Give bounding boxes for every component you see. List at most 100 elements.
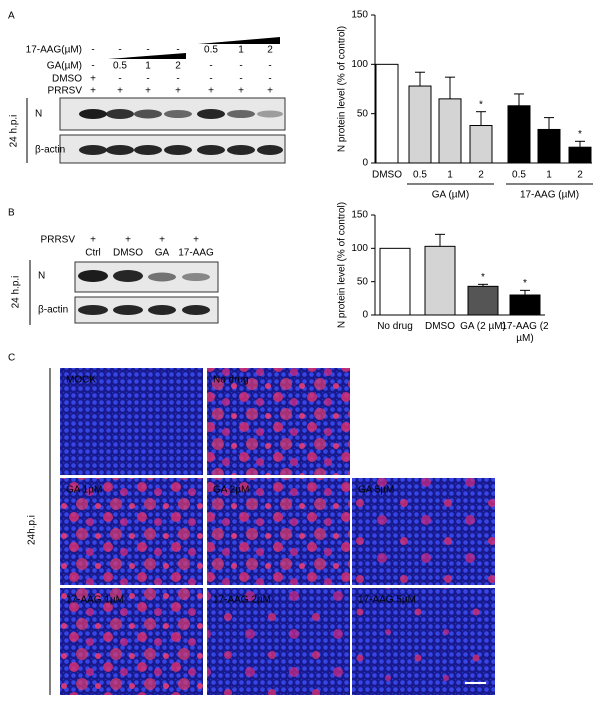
treatment-cell: + [193,235,199,246]
y-axis-label: N protein level (% of control) [337,202,348,328]
y-tick-label: 100 [351,243,368,254]
significance-marker: * [481,272,485,283]
treatment-cell: + [90,235,96,246]
y-axis-label: N protein level (% of control) [337,26,348,152]
treatment-cell: - [268,61,271,72]
bar [469,125,493,164]
significance-marker: * [479,99,483,110]
bar [424,245,456,316]
time-label: 24 h.p.i [11,276,22,309]
time-label: 24 h.p.i [9,115,20,148]
infection-signal [60,478,203,585]
treatment-label: 17-AAG(µM) [26,45,82,56]
infection-signal [207,368,350,475]
x-tick-label: No drug [377,321,413,332]
group-label: GA (µM) [432,190,469,201]
treatment-cell: - [91,45,94,56]
panel-label: C [8,353,15,364]
treatment-cell: - [239,74,242,85]
treatment-cell: - [146,45,149,56]
micrograph [60,368,203,475]
band-label: N [35,109,42,120]
micrograph-label: 17-AAG 2µM [213,595,271,606]
micrograph-label: MOCK [66,375,96,386]
treatment-cell: + [90,86,96,97]
micrograph-label: 17-AAG 1µM [66,595,124,606]
bar [467,285,499,316]
treatment-cell: + [267,86,273,97]
treatment-cell: - [176,45,179,56]
treatment-cell: 1 [238,45,244,56]
x-tick-label: 1 [546,170,552,181]
bar [568,146,592,164]
lane-label: DMSO [113,248,143,259]
y-tick-label: 100 [351,59,368,70]
x-tick-label: 17-AAG (2 µM) [501,321,549,344]
treatment-cell: + [175,86,181,97]
infection-signal [207,478,350,585]
lane-label: Ctrl [85,248,101,259]
lane-label: GA [155,248,170,259]
x-label-box: DMSO [425,321,455,332]
treatment-cell: + [117,86,123,97]
micrograph-label: 17-AAG 5µM [358,595,416,606]
x-label-box: 17-AAG (2 µM) [501,321,549,344]
x-label-box: GA (2 µM) [460,321,506,332]
treatment-cell: + [125,235,131,246]
treatment-label: PRRSV [41,235,76,246]
micrograph-label: GA 2µM [213,485,249,496]
micrograph-label: No drug [213,375,249,386]
treatment-cell: 1 [145,61,151,72]
bar [438,98,462,164]
infection-signal [352,588,495,695]
bar [375,63,399,164]
panel-label: A [8,11,15,22]
x-tick-label: GA (2 µM) [460,321,506,332]
treatment-cell: - [146,74,149,85]
treatment-cell: - [118,45,121,56]
micrograph-label: GA 5µM [358,485,394,496]
blot-b [29,260,219,325]
x-tick-label: 2 [577,170,583,181]
treatment-cell: - [239,61,242,72]
x-tick-label: 0.5 [413,170,427,181]
treatment-cell: - [176,74,179,85]
significance-marker: * [523,278,527,289]
infection-signal [207,588,350,695]
x-tick-label: 0.5 [512,170,526,181]
x-tick-label: DMSO [425,321,455,332]
y-tick-label: 150 [351,210,368,221]
lane-label: 17-AAG [178,248,214,259]
infection-signal [60,588,203,695]
band-label: β-actin [35,145,65,156]
blot-a [26,37,286,164]
treatment-cell: + [238,86,244,97]
y-tick-label: 150 [351,10,368,21]
x-tick-label: 1 [447,170,453,181]
y-tick-label: 50 [357,108,369,119]
bar [408,85,432,164]
treatment-cell: 2 [175,61,181,72]
treatment-cell: 0.5 [204,45,218,56]
x-tick-label: 2 [478,170,484,181]
treatment-cell: - [118,74,121,85]
bar [507,105,531,164]
bar [509,294,541,316]
bar [537,128,561,164]
y-tick-label: 50 [357,276,369,287]
bar [379,247,411,316]
treatment-cell: 2 [267,45,273,56]
band-label: N [38,271,45,282]
treatment-cell: + [208,86,214,97]
time-label: 24h.p.i [27,515,38,545]
treatment-label: GA(µM) [47,61,82,72]
treatment-cell: 0.5 [113,61,127,72]
treatment-label: PRRSV [48,86,83,97]
y-tick-label: 0 [362,310,368,321]
micrograph-label: GA 1µM [66,485,102,496]
treatment-cell: - [91,61,94,72]
y-tick-label: 0 [362,158,368,169]
x-label-box: No drug [377,321,413,332]
treatment-cell: + [159,235,165,246]
